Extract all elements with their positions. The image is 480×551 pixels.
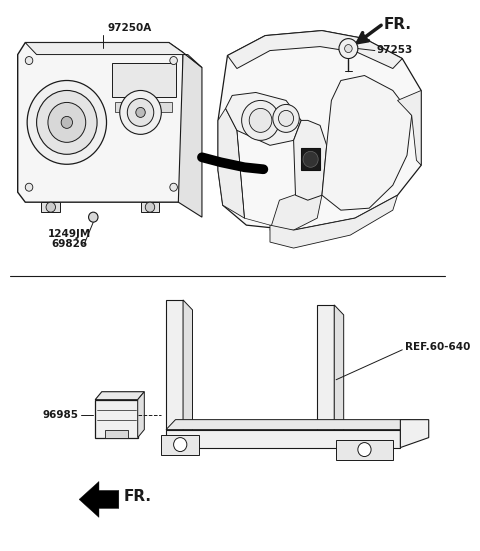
Polygon shape <box>183 300 192 440</box>
Text: FR.: FR. <box>123 489 152 505</box>
Polygon shape <box>136 102 151 112</box>
Circle shape <box>127 99 154 126</box>
Text: 69826: 69826 <box>52 239 88 249</box>
Polygon shape <box>397 90 421 165</box>
Polygon shape <box>228 31 402 68</box>
Circle shape <box>46 202 56 212</box>
Polygon shape <box>226 93 301 145</box>
Circle shape <box>278 110 294 126</box>
Circle shape <box>89 212 98 222</box>
Circle shape <box>145 202 155 212</box>
Circle shape <box>25 183 33 191</box>
Bar <box>319 325 332 337</box>
Circle shape <box>303 152 318 168</box>
Polygon shape <box>218 109 244 218</box>
Bar <box>319 355 332 367</box>
Circle shape <box>174 437 187 452</box>
Polygon shape <box>41 202 60 212</box>
Circle shape <box>25 57 33 64</box>
Polygon shape <box>301 148 320 170</box>
Polygon shape <box>138 392 144 437</box>
Circle shape <box>36 90 97 154</box>
Polygon shape <box>105 430 128 437</box>
Polygon shape <box>400 420 429 447</box>
Circle shape <box>273 105 299 132</box>
Polygon shape <box>166 420 410 430</box>
Polygon shape <box>156 102 172 112</box>
Text: 97253: 97253 <box>377 45 413 55</box>
Circle shape <box>241 100 279 141</box>
Polygon shape <box>18 42 183 202</box>
Polygon shape <box>95 399 138 437</box>
Polygon shape <box>115 102 130 112</box>
Circle shape <box>339 39 358 58</box>
Polygon shape <box>141 202 159 212</box>
Bar <box>319 385 332 397</box>
Circle shape <box>27 80 107 164</box>
Polygon shape <box>95 392 144 399</box>
Circle shape <box>61 116 72 128</box>
Polygon shape <box>161 435 199 455</box>
Text: REF.60-640: REF.60-640 <box>405 342 470 352</box>
Polygon shape <box>334 305 344 445</box>
Polygon shape <box>336 440 393 460</box>
Polygon shape <box>270 190 322 230</box>
Circle shape <box>136 107 145 117</box>
Bar <box>168 320 181 334</box>
Circle shape <box>48 102 86 142</box>
Circle shape <box>120 90 161 134</box>
Polygon shape <box>270 195 397 248</box>
Circle shape <box>358 442 371 457</box>
Bar <box>168 395 181 409</box>
Polygon shape <box>79 482 119 517</box>
Bar <box>168 345 181 359</box>
Text: 97250A: 97250A <box>108 23 152 33</box>
Polygon shape <box>25 42 202 68</box>
Polygon shape <box>166 430 400 447</box>
Bar <box>168 370 181 383</box>
Text: 96985: 96985 <box>42 409 78 420</box>
Polygon shape <box>112 62 177 98</box>
Circle shape <box>249 109 272 132</box>
Polygon shape <box>322 75 412 210</box>
Circle shape <box>170 57 178 64</box>
Text: FR.: FR. <box>384 17 411 31</box>
Text: 1249JM: 1249JM <box>48 229 91 239</box>
Circle shape <box>170 183 178 191</box>
Polygon shape <box>294 120 327 200</box>
Polygon shape <box>218 31 421 230</box>
Polygon shape <box>166 300 183 430</box>
Polygon shape <box>179 52 202 217</box>
Polygon shape <box>317 305 334 435</box>
Circle shape <box>345 45 352 52</box>
